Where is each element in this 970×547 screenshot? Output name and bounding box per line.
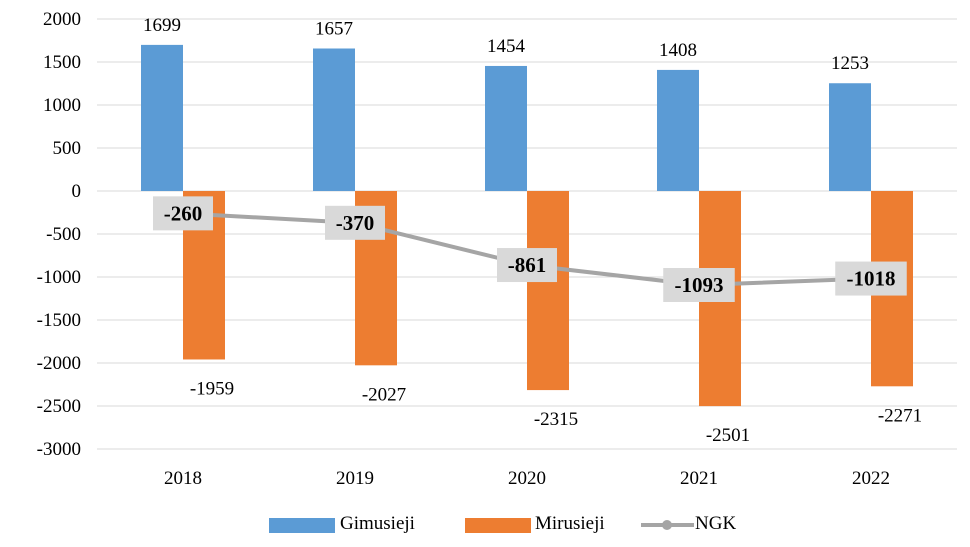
x-tick-label: 2020: [508, 468, 546, 489]
data-label-gimusieji: 1408: [659, 40, 697, 61]
data-label-mirusieji: -2315: [534, 409, 578, 430]
ngk-data-label: -370: [336, 211, 375, 235]
y-tick-label: 1000: [43, 95, 81, 116]
data-label-mirusieji: -2271: [878, 405, 922, 426]
legend-swatch-mirusieji: [465, 518, 531, 533]
y-tick-label: 2000: [43, 9, 81, 30]
legend-label-gimusieji: Gimusieji: [340, 513, 415, 534]
x-tick-label: 2018: [164, 468, 202, 489]
data-label-gimusieji: 1454: [487, 36, 526, 57]
ngk-label-box: [835, 261, 907, 296]
legend-swatch-gimusieji: [269, 518, 335, 533]
y-tick-label: -2000: [37, 353, 81, 374]
y-tick-label: 500: [53, 138, 82, 159]
data-label-gimusieji: 1657: [315, 18, 353, 39]
legend-label-mirusieji: Mirusieji: [535, 513, 605, 534]
ngk-data-label: -1093: [675, 273, 724, 297]
ngk-label-box: [153, 196, 213, 231]
ngk-data-label: -861: [508, 253, 547, 277]
data-label-mirusieji: -1959: [190, 378, 234, 399]
ngk-label-box: [325, 205, 385, 240]
bar-gimusieji: [829, 83, 871, 191]
ngk-label-box: [663, 267, 735, 302]
ngk-data-label: -260: [164, 201, 203, 225]
x-tick-label: 2022: [852, 468, 890, 489]
bar-mirusieji: [527, 191, 569, 391]
bar-gimusieji: [313, 48, 355, 191]
y-tick-label: 0: [72, 181, 82, 202]
y-tick-label: -2500: [37, 396, 81, 417]
bar-gimusieji: [657, 69, 699, 191]
data-label-mirusieji: -2501: [706, 425, 750, 446]
x-tick-label: 2021: [680, 468, 718, 489]
legend-swatch-ngk-marker: [662, 520, 672, 530]
bar-gimusieji: [141, 44, 183, 191]
data-label-gimusieji: 1699: [143, 15, 181, 36]
y-tick-label: -1500: [37, 310, 81, 331]
x-tick-label: 2019: [336, 468, 374, 489]
y-tick-label: -500: [46, 224, 81, 245]
data-label-gimusieji: 1253: [831, 53, 869, 74]
ngk-label-box: [497, 248, 557, 283]
y-tick-label: -1000: [37, 267, 81, 288]
y-tick-label: -3000: [37, 439, 81, 460]
legend-label-ngk: NGK: [695, 513, 736, 534]
data-label-mirusieji: -2027: [362, 384, 406, 405]
bar-gimusieji: [485, 65, 527, 191]
y-tick-label: 1500: [43, 52, 81, 73]
ngk-data-label: -1018: [847, 267, 896, 291]
